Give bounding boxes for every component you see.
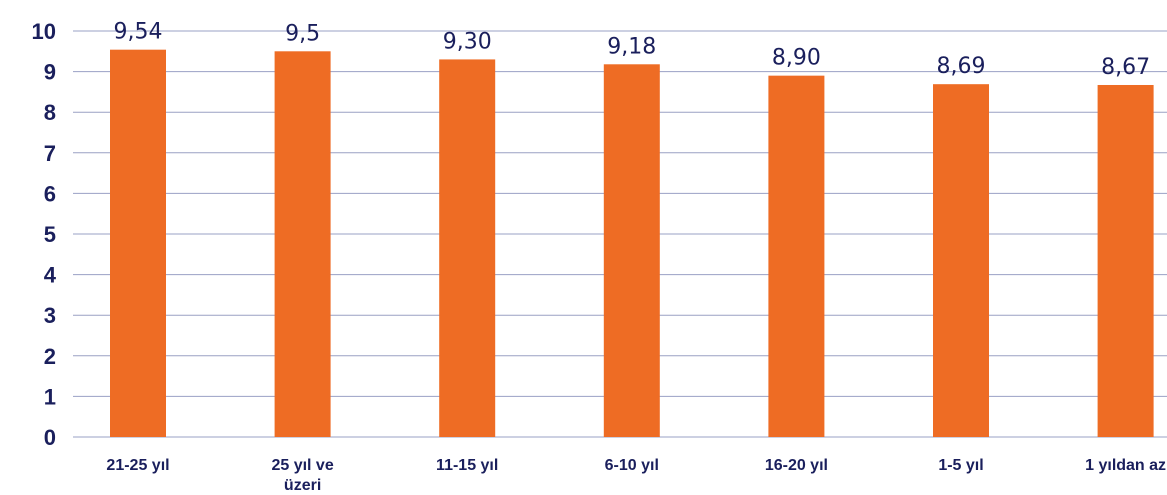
y-tick-label: 8 <box>44 100 56 125</box>
y-tick-label: 7 <box>44 141 56 166</box>
bar <box>933 84 989 437</box>
bar <box>603 64 660 438</box>
data-label: 8,90 <box>772 46 821 71</box>
y-tick-label: 3 <box>44 303 56 328</box>
x-tick-label: 11-15 yıl <box>436 457 498 474</box>
data-label: 9,30 <box>443 29 492 54</box>
y-tick-label: 9 <box>44 60 56 85</box>
data-label: 8,69 <box>937 54 986 79</box>
x-tick-label: 1 yıldan az <box>1085 457 1166 474</box>
bar <box>274 51 331 438</box>
data-label: 8,67 <box>1101 55 1150 80</box>
bar <box>768 75 825 437</box>
bar <box>1097 84 1154 438</box>
y-tick-label: 5 <box>44 222 56 247</box>
y-tick-label: 4 <box>44 263 57 288</box>
y-tick-label: 2 <box>44 344 56 369</box>
y-tick-label: 1 <box>44 384 56 409</box>
data-label: 9,18 <box>607 34 656 59</box>
x-tick-label: 1-5 yıl <box>938 457 983 474</box>
x-tick-label: 21-25 yıl <box>106 457 169 474</box>
y-axis-tick-labels: 0 1 2 3 4 5 6 7 8 9 10 <box>32 19 57 450</box>
y-tick-label: 6 <box>44 181 56 206</box>
y-tick-label: 10 <box>32 19 56 44</box>
x-tick-label: 6-10 yıl <box>605 457 659 474</box>
bar <box>110 49 166 438</box>
bar <box>439 59 496 438</box>
bars <box>110 49 1154 438</box>
data-label: 9,54 <box>114 20 163 45</box>
x-tick-label: 16-20 yıl <box>765 457 828 474</box>
x-tick-label: 25 yıl ve üzeri <box>271 457 333 494</box>
data-label: 9,5 <box>285 21 320 46</box>
y-tick-label: 0 <box>44 425 56 450</box>
x-axis-tick-labels: 21-25 yıl 25 yıl ve üzeri 11-15 yıl 6-10 yıl… <box>106 457 1166 494</box>
data-labels: 9,54 9,5 9,30 9,18 8,90 8,69 8,67 <box>114 20 1151 80</box>
